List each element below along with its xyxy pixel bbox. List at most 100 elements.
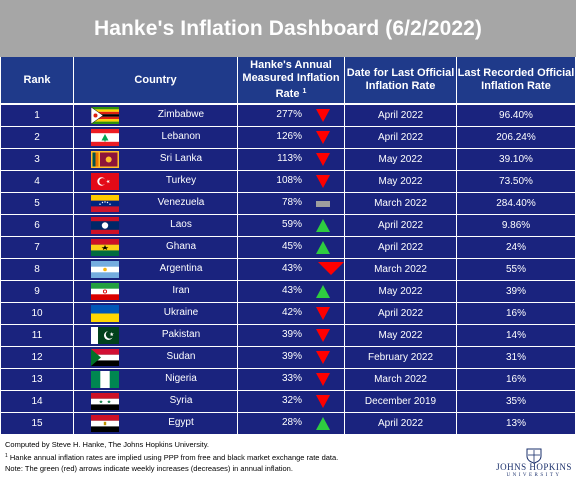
syria-flag-icon xyxy=(91,393,119,410)
turkey-flag-icon xyxy=(91,173,119,190)
official-date-cell: April 2022 xyxy=(345,127,457,148)
hanke-rate-value: 33% xyxy=(281,373,302,384)
hanke-rate-cell: 45% xyxy=(238,237,345,258)
official-rate-cell: 206.24% xyxy=(496,132,536,143)
official-rate-cell: 284.40% xyxy=(496,198,536,209)
rank-cell: 12 xyxy=(1,347,74,368)
table-row: 13 Nigeria 33% March 2022 16% xyxy=(1,369,575,391)
ukraine-flag-icon xyxy=(91,305,119,322)
country-cell: Ghana xyxy=(74,237,238,258)
footer-footnote: 1 Hanke annual inflation rates are impli… xyxy=(5,452,339,462)
hanke-rate-cell: 32% xyxy=(238,391,345,412)
country-name: Turkey xyxy=(165,175,197,186)
country-name: Laos xyxy=(170,219,192,230)
hanke-rate-value: 43% xyxy=(281,285,302,296)
country-cell: Pakistan xyxy=(74,325,238,346)
country-cell: Zimbabwe xyxy=(74,105,238,126)
table-row: 14 Syria 32% December 2019 35% xyxy=(1,391,575,413)
country-name: Pakistan xyxy=(161,329,201,340)
hanke-rate-cell: 126% xyxy=(238,127,345,148)
shield-icon xyxy=(526,448,542,464)
zimbabwe-flag-icon xyxy=(91,107,119,124)
official-rate-cell: 14% xyxy=(505,330,526,341)
iran-flag-icon xyxy=(91,283,119,300)
official-date-cell: March 2022 xyxy=(345,193,457,214)
table-row: 4 Turkey 108% May 2022 73.50% xyxy=(1,171,575,193)
table-row: 3 Sri Lanka 113% May 2022 39.10% xyxy=(1,149,575,171)
hanke-rate-value: 39% xyxy=(281,329,302,340)
hanke-rate-value: 42% xyxy=(281,307,302,318)
official-rate-cell: 9.86% xyxy=(501,220,531,231)
official-date-cell: March 2022 xyxy=(345,369,457,390)
country-name: Sudan xyxy=(166,351,196,362)
country-cell: Egypt xyxy=(74,413,238,434)
country-name: Zimbabwe xyxy=(157,109,205,120)
country-name: Argentina xyxy=(159,263,203,274)
official-date-cell: March 2022 xyxy=(345,259,457,280)
rank-cell: 14 xyxy=(1,391,74,412)
hanke-rate-value: 28% xyxy=(281,417,302,428)
country-name: Sri Lanka xyxy=(159,153,203,164)
official-rate-cell: 73.50% xyxy=(499,176,533,187)
inflation-table: Rank Country Hanke's Annual Measured Inf… xyxy=(1,57,575,437)
rank-cell: 3 xyxy=(1,149,74,170)
decrease-arrow-icon xyxy=(318,262,344,275)
decrease-arrow-icon xyxy=(316,109,330,122)
rank-cell: 2 xyxy=(1,127,74,148)
country-name: Ghana xyxy=(165,241,197,252)
country-name: Ukraine xyxy=(163,307,199,318)
decrease-arrow-icon xyxy=(316,175,330,188)
header-rank: Rank xyxy=(1,57,74,103)
rank-cell: 5 xyxy=(1,193,74,214)
official-rate-cell: 24% xyxy=(505,242,526,253)
pakistan-flag-icon xyxy=(91,327,119,344)
official-date-cell: April 2022 xyxy=(345,237,457,258)
title-bar: Hanke's Inflation Dashboard (6/2/2022) xyxy=(0,0,576,57)
header-country: Country xyxy=(74,57,238,103)
hanke-rate-cell: 277% xyxy=(238,105,345,126)
decrease-arrow-icon xyxy=(316,329,330,342)
hanke-rate-value: 43% xyxy=(281,263,302,274)
table-row: 1 Zimbabwe 277% April 2022 96.40% xyxy=(1,105,575,127)
country-cell: Syria xyxy=(74,391,238,412)
hanke-rate-value: 126% xyxy=(276,131,302,142)
rank-cell: 8 xyxy=(1,259,74,280)
laos-flag-icon xyxy=(91,217,119,234)
official-date-cell: May 2022 xyxy=(345,325,457,346)
official-rate-cell: 39% xyxy=(505,286,526,297)
country-name: Syria xyxy=(169,395,193,406)
hanke-rate-cell: 43% xyxy=(238,281,345,302)
official-rate-cell: 39.10% xyxy=(499,154,533,165)
header-date: Date for Last Official Inflation Rate xyxy=(345,57,457,103)
hanke-rate-cell: 28% xyxy=(238,413,345,434)
official-date-cell: April 2022 xyxy=(345,413,457,434)
official-rate-cell: 16% xyxy=(505,374,526,385)
decrease-arrow-icon xyxy=(316,351,330,364)
venezuela-flag-icon xyxy=(91,195,119,212)
country-cell: Sri Lanka xyxy=(74,149,238,170)
header-hanke-rate: Hanke's Annual Measured Inflation Rate 1 xyxy=(238,57,345,103)
table-row: 10 Ukraine 42% April 2022 16% xyxy=(1,303,575,325)
hanke-rate-value: 277% xyxy=(276,109,302,120)
hanke-rate-cell: 43% xyxy=(238,259,345,280)
rank-cell: 13 xyxy=(1,369,74,390)
footer-notes: Computed by Steve H. Hanke, The Johns Ho… xyxy=(5,439,485,475)
page-title: Hanke's Inflation Dashboard (6/2/2022) xyxy=(93,16,483,40)
official-date-cell: April 2022 xyxy=(345,215,457,236)
hanke-rate-cell: 59% xyxy=(238,215,345,236)
official-rate-cell: 16% xyxy=(505,308,526,319)
table-row: 8 Argentina 43% March 2022 55% xyxy=(1,259,575,281)
footer-arrow-note: Note: The green (red) arrows indicate we… xyxy=(5,464,293,473)
rank-cell: 6 xyxy=(1,215,74,236)
official-date-cell: April 2022 xyxy=(345,303,457,324)
table-row: 2 Lebanon 126% April 2022 206.24% xyxy=(1,127,575,149)
official-date-cell: May 2022 xyxy=(345,281,457,302)
argentina-flag-icon xyxy=(91,261,119,278)
lebanon-flag-icon xyxy=(91,129,119,146)
srilanka-flag-icon xyxy=(91,151,119,168)
hanke-rate-value: 59% xyxy=(281,219,302,230)
country-cell: Sudan xyxy=(74,347,238,368)
official-rate-cell: 96.40% xyxy=(499,110,533,121)
country-cell: Ukraine xyxy=(74,303,238,324)
rank-cell: 9 xyxy=(1,281,74,302)
